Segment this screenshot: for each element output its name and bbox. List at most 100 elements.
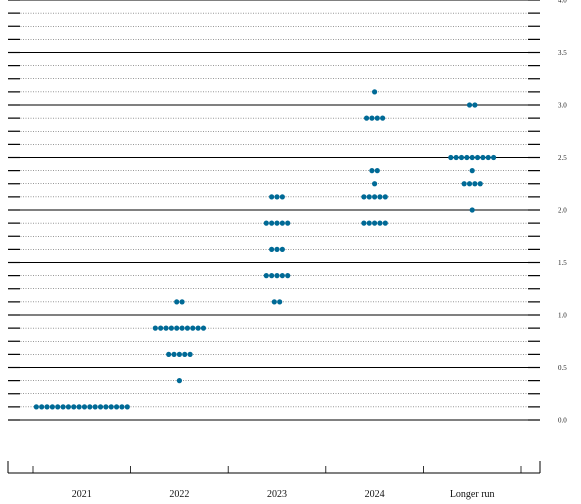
- dots-layer: [33, 89, 497, 410]
- participant-dot: [485, 154, 491, 161]
- participant-dot: [269, 273, 275, 279]
- participant-dot: [187, 351, 193, 357]
- participant-dot: [176, 378, 182, 384]
- participant-dot: [76, 404, 82, 410]
- participant-dot: [369, 168, 375, 174]
- participant-dot: [372, 220, 378, 226]
- y-tick-label: 0.5: [558, 364, 567, 372]
- participant-dot: [469, 168, 475, 174]
- participant-dot: [366, 220, 372, 226]
- participant-dot: [113, 404, 120, 410]
- participant-dot: [179, 325, 185, 331]
- participant-dot: [477, 181, 483, 187]
- participant-dot: [274, 246, 280, 252]
- x-axis: 2021 2022 2023 2024 Longer run: [7, 461, 541, 500]
- participant-dot: [464, 154, 470, 161]
- participant-dot: [200, 325, 207, 331]
- participant-dot: [279, 246, 285, 252]
- participant-dot: [190, 325, 196, 331]
- participant-dot: [277, 299, 283, 305]
- participant-dot: [472, 181, 478, 187]
- participant-dot: [271, 299, 277, 305]
- participant-dot: [269, 246, 275, 252]
- participant-dot: [274, 194, 280, 200]
- participant-dot: [469, 154, 475, 161]
- participant-dot: [119, 404, 125, 410]
- participant-dot: [166, 351, 172, 357]
- y-axis-ticks: 0.0 0.5 1.0 1.5 2.0 2.5 3.0 3.5 4.0: [558, 0, 567, 425]
- participant-dot: [361, 194, 367, 200]
- participant-dot: [174, 299, 180, 305]
- participant-dot: [279, 273, 285, 279]
- participant-dot: [382, 220, 388, 226]
- participant-dot: [374, 115, 380, 121]
- participant-dot: [372, 89, 378, 95]
- y-tick-label: 3.0: [558, 102, 567, 110]
- participant-dot: [182, 351, 188, 357]
- participant-dot: [382, 194, 388, 200]
- participant-dot: [87, 404, 93, 410]
- participant-dot: [65, 404, 72, 410]
- y-tick-label: 3.5: [558, 49, 567, 57]
- participant-dot: [263, 220, 269, 226]
- x-tick-label: 2023: [267, 489, 287, 500]
- participant-dot: [163, 325, 169, 331]
- participant-dot: [97, 404, 104, 410]
- participant-dot: [458, 154, 465, 161]
- participant-dot: [285, 273, 291, 279]
- participant-dot: [176, 351, 182, 357]
- participant-dot: [108, 404, 114, 410]
- participant-dot: [285, 220, 291, 226]
- participant-dot: [448, 154, 454, 161]
- participant-dot: [49, 404, 55, 410]
- x-tick-label: 2021: [72, 489, 92, 500]
- y-tick-label: 4.0: [558, 0, 567, 5]
- participant-dot: [372, 194, 378, 200]
- participant-dot: [361, 220, 367, 226]
- participant-dot: [380, 115, 386, 121]
- participant-dot: [366, 194, 372, 200]
- x-tick-label: 2024: [365, 489, 385, 500]
- participant-dot: [466, 102, 473, 108]
- participant-dot: [269, 194, 275, 200]
- participant-dot: [168, 325, 174, 331]
- participant-dot: [184, 325, 191, 331]
- participant-dot: [274, 273, 280, 279]
- participant-dot: [469, 207, 475, 213]
- participant-dot: [171, 351, 177, 357]
- participant-dot: [369, 115, 375, 121]
- participant-dot: [269, 220, 275, 226]
- participant-dot: [71, 404, 77, 410]
- participant-dot: [33, 404, 39, 410]
- participant-dot: [274, 220, 280, 226]
- participant-dot: [158, 325, 164, 331]
- participant-dot: [55, 404, 61, 410]
- participant-dot: [377, 220, 383, 226]
- y-tick-label: 0.0: [558, 417, 567, 425]
- y-tick-label: 1.0: [558, 312, 567, 320]
- participant-dot: [92, 404, 98, 410]
- y-tick-label: 2.0: [558, 207, 567, 215]
- participant-dot: [453, 154, 459, 161]
- participant-dot: [263, 273, 269, 279]
- participant-dot: [374, 168, 380, 174]
- participant-dot: [472, 102, 478, 108]
- y-tick-label: 1.5: [558, 259, 567, 267]
- participant-dot: [39, 404, 45, 410]
- gridlines: [8, 0, 540, 421]
- participant-dot: [103, 404, 109, 410]
- x-tick-label: 2022: [169, 489, 189, 500]
- participant-dot: [195, 325, 201, 331]
- y-tick-label: 2.5: [558, 154, 567, 162]
- participant-dot: [480, 154, 486, 161]
- participant-dot: [124, 404, 130, 410]
- participant-dot: [474, 154, 481, 161]
- participant-dot: [174, 325, 180, 331]
- participant-dot: [491, 154, 497, 161]
- participant-dot: [44, 404, 50, 410]
- participant-dot: [152, 325, 158, 331]
- participant-dot: [81, 404, 88, 410]
- participant-dot: [279, 194, 285, 200]
- x-tick-label: Longer run: [450, 489, 495, 500]
